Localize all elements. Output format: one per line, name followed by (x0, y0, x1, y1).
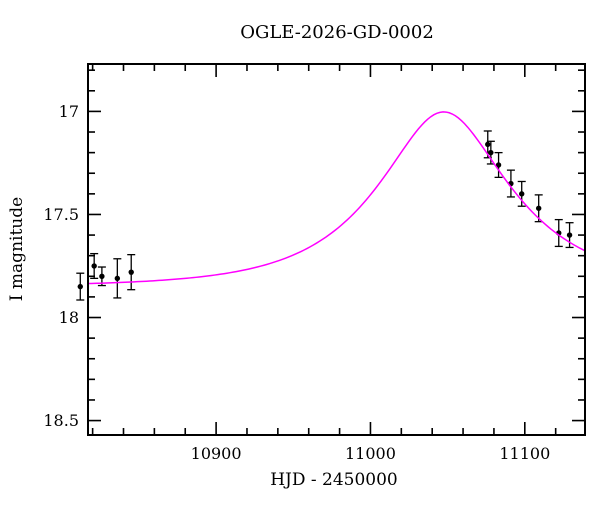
data-point (495, 162, 502, 168)
y-tick-label: 17 (59, 102, 79, 121)
data-point (128, 269, 134, 275)
y-tick-label: 18.5 (43, 411, 79, 430)
data-point (91, 263, 97, 269)
x-tick-label: 10900 (191, 444, 242, 463)
x-axis-label: HJD - 2450000 (270, 470, 398, 490)
y-tick-label: 18 (59, 308, 79, 327)
data-point (535, 205, 542, 211)
x-tick-label: 11100 (499, 444, 550, 463)
x-tick-label: 11000 (345, 444, 396, 463)
plot-title: OGLE-2026-GD-0002 (240, 22, 434, 43)
y-tick-label: 17.5 (43, 205, 79, 224)
data-point (114, 275, 121, 282)
data-point (566, 232, 573, 238)
plot-area: 10900 11000 11100 17 17.5 18 18.5 (43, 63, 586, 463)
data-point (488, 149, 494, 156)
plot-border (87, 63, 586, 436)
y-axis-label: I magnitude (7, 197, 27, 301)
data-point (77, 283, 83, 290)
data-point (485, 141, 491, 148)
data-point (519, 191, 525, 197)
model-curve (87, 111, 586, 285)
data-point (99, 273, 105, 279)
